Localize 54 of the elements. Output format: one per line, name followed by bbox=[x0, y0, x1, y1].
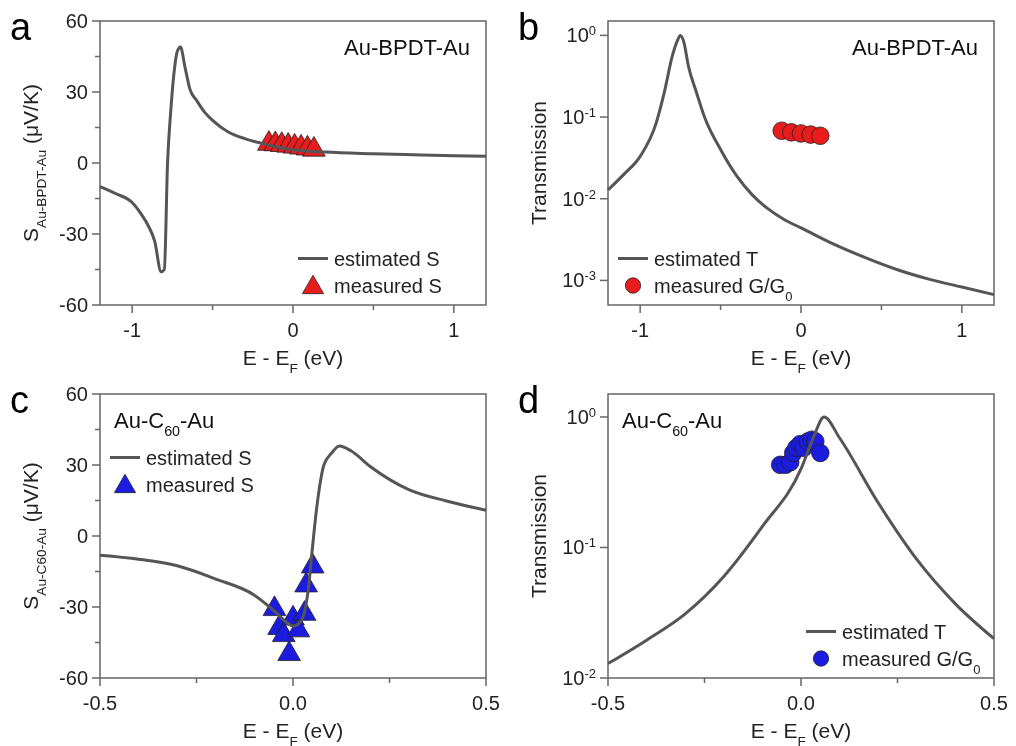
x-tick-label: 0 bbox=[287, 319, 299, 341]
x-tick-label: 1 bbox=[956, 319, 968, 341]
x-tick-label: 0.0 bbox=[279, 692, 307, 714]
point bbox=[811, 443, 830, 463]
annotation: Au-C$_{60}$-Au bbox=[622, 408, 723, 439]
x-tick-label: 0.5 bbox=[472, 692, 500, 714]
legend-label: estimated S bbox=[146, 446, 252, 469]
x-tick-label: -1 bbox=[123, 319, 142, 341]
point bbox=[277, 640, 301, 661]
y-tick-label: -60 bbox=[59, 294, 88, 316]
y-tick-label: 10$^{0}$ bbox=[566, 22, 596, 47]
x-tick-label: 0.5 bbox=[980, 692, 1008, 714]
annotation: Au-C$_{60}$-Au bbox=[114, 408, 215, 439]
x-tick-label: -0.5 bbox=[590, 692, 626, 714]
y-tick-label: 10$^{-3}$ bbox=[562, 267, 596, 292]
y-tick-label: -60 bbox=[59, 667, 88, 689]
x-axis-title: E - E$_{F}$ (eV) bbox=[242, 719, 344, 746]
legend-label: measured G/G$_{0}$ bbox=[842, 647, 981, 676]
x-tick-label: 0 bbox=[795, 319, 807, 341]
legend-label: measured S bbox=[146, 473, 254, 496]
x-axis-title: E - E$_{F}$ (eV) bbox=[750, 719, 852, 746]
x-axis-title: E - E$_{F}$ (eV) bbox=[242, 346, 344, 376]
legend-label: estimated S bbox=[334, 247, 440, 270]
x-tick-label: 0.0 bbox=[787, 692, 815, 714]
y-tick-label: 30 bbox=[65, 81, 88, 103]
chart-title: c bbox=[10, 379, 29, 421]
x-axis-title: E - E$_{F}$ (eV) bbox=[750, 346, 852, 376]
legend-label: estimated T bbox=[654, 247, 759, 270]
y-tick-label: 10$^{0}$ bbox=[566, 404, 596, 428]
legend-label: estimated T bbox=[842, 620, 947, 643]
chart-title: b bbox=[518, 6, 540, 48]
y-tick-label: 10$^{-1}$ bbox=[562, 104, 596, 129]
x-tick-label: 1 bbox=[448, 319, 460, 341]
legend-label: measured S bbox=[334, 274, 442, 297]
y-tick-label: 0 bbox=[76, 525, 88, 547]
y-tick-label: 10$^{-1}$ bbox=[562, 534, 596, 559]
y-axis-title: Transmission bbox=[527, 473, 550, 599]
y-tick-label: 30 bbox=[65, 454, 88, 476]
y-axis-title: Transmission bbox=[527, 100, 550, 226]
y-tick-label: 10$^{-2}$ bbox=[562, 665, 596, 689]
x-tick-label: -0.5 bbox=[82, 692, 118, 714]
annotation: Au-BPDT-Au bbox=[344, 35, 470, 60]
legend-label: measured G/G$_{0}$ bbox=[654, 274, 793, 303]
y-tick-label: -30 bbox=[59, 223, 88, 245]
chart-title: a bbox=[10, 6, 32, 48]
y-tick-label: 10$^{-2}$ bbox=[562, 186, 596, 210]
y-tick-label: -30 bbox=[59, 596, 88, 618]
y-tick-label: 60 bbox=[65, 10, 88, 32]
x-tick-label: -1 bbox=[631, 319, 650, 341]
y-tick-label: 0 bbox=[76, 152, 88, 174]
annotation: Au-BPDT-Au bbox=[852, 35, 978, 60]
line-series bbox=[606, 415, 996, 666]
y-tick-label: 60 bbox=[65, 383, 88, 405]
chart-title: d bbox=[518, 379, 540, 421]
